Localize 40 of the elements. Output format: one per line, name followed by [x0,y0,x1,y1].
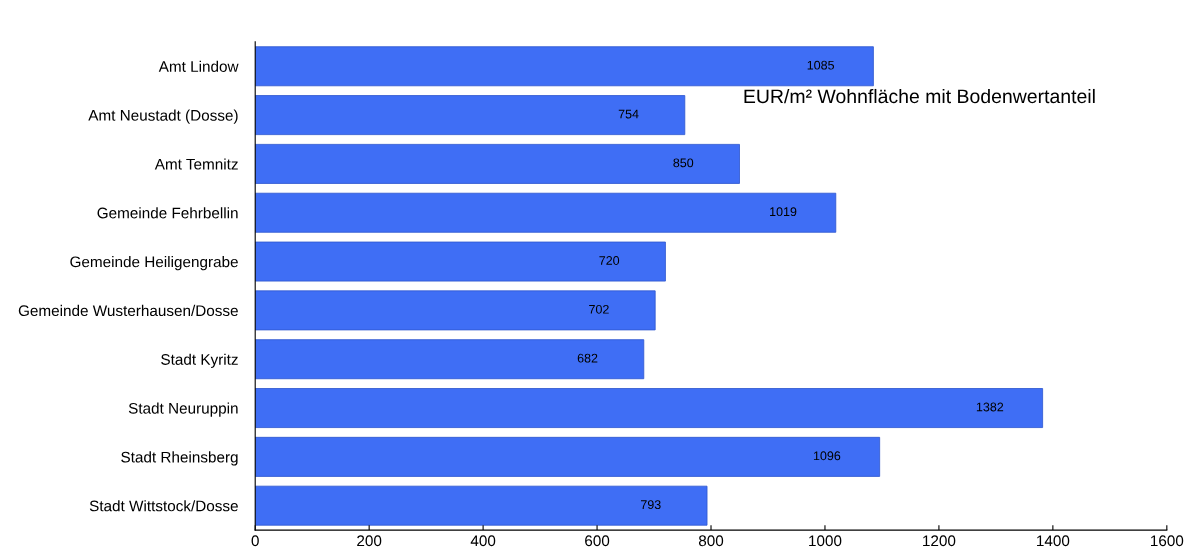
x-tick-label: 1400 [1037,535,1070,547]
x-tick-label: 1000 [809,535,842,547]
data-label: 1085 [807,60,835,70]
x-tick-label: 800 [698,535,724,547]
bar [255,485,708,526]
y-tick-label: Amt Temnitz [154,158,238,170]
bar [255,95,686,136]
y-tick-label: Stadt Wittstock/Dosse [89,500,238,512]
x-tick-label: 0 [251,535,259,547]
y-tick-label: Gemeinde Wusterhausen/Dosse [18,304,238,317]
x-tick-label: 600 [585,535,610,547]
bar [255,388,1044,428]
data-label: 702 [589,304,609,314]
y-tick-label: Stadt Kyritz [161,353,238,368]
y-tick-label: Stadt Neuruppin [128,402,238,417]
y-tick-label: Gemeinde Heiligengrabe [70,256,238,271]
data-label: 720 [599,256,620,265]
bar [255,436,881,477]
data-label: 1382 [976,402,1004,412]
x-tick-label: 200 [357,535,382,547]
y-tick-label: Amt Lindow [158,60,239,72]
y-tick-label: Gemeinde Fehrbellin [97,207,238,219]
x-tick-label: 1600 [1150,535,1184,547]
bar [255,241,666,282]
bar [255,192,837,233]
x-tick-label: 400 [470,535,496,547]
bar [255,46,874,87]
bar [255,290,656,331]
data-label: 754 [618,109,639,119]
y-tick-label: Amt Neustadt (Dosse) [88,109,238,124]
text: EUR/m² Wohnfläche mit Bodenwertanteil [744,88,1095,104]
data-label: 1019 [770,207,797,217]
data-label: 850 [673,158,694,168]
y-tick-label: Stadt Rheinsberg [121,451,238,466]
data-label: 1096 [813,451,841,461]
x-tick-label: 1200 [923,535,956,547]
data-label: 682 [577,353,598,363]
bar [255,143,740,184]
bar [255,339,645,380]
data-label: 793 [641,500,661,510]
